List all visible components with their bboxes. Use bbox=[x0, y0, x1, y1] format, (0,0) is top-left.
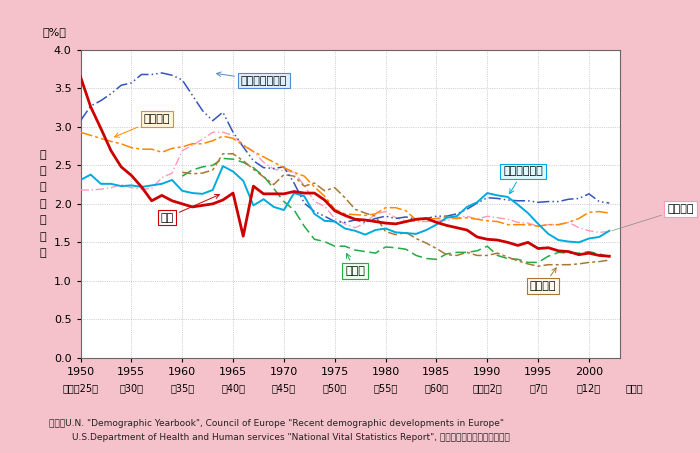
Text: （7）: （7） bbox=[529, 383, 547, 393]
Text: （昭和25）: （昭和25） bbox=[62, 383, 99, 393]
Text: （12）: （12） bbox=[577, 383, 601, 393]
Text: ドイツ: ドイツ bbox=[345, 254, 365, 276]
Y-axis label: 合
計
特
殊
出
生
率: 合 計 特 殊 出 生 率 bbox=[39, 149, 46, 258]
Text: （30）: （30） bbox=[119, 383, 144, 393]
Text: （平成2）: （平成2） bbox=[473, 383, 502, 393]
Text: （40）: （40） bbox=[221, 383, 245, 393]
Text: イギリス: イギリス bbox=[612, 204, 694, 231]
Text: U.S.Department of Health and Human services "National Vital Statistics Report", : U.S.Department of Health and Human servi… bbox=[49, 433, 510, 442]
Text: イタリア: イタリア bbox=[530, 268, 556, 291]
Text: （55）: （55） bbox=[374, 383, 398, 393]
Text: （50）: （50） bbox=[323, 383, 346, 393]
Text: （%）: （%） bbox=[43, 28, 66, 38]
Text: フランス: フランス bbox=[115, 114, 170, 137]
Text: （60）: （60） bbox=[424, 383, 449, 393]
Text: （35）: （35） bbox=[170, 383, 195, 393]
Text: 資料：U.N. "Demographic Yearbook", Council of Europe "Recent demographic developmen: 資料：U.N. "Demographic Yearbook", Council … bbox=[49, 419, 504, 428]
Text: スウェーデン: スウェーデン bbox=[503, 167, 542, 193]
Text: アメリカ合衆国: アメリカ合衆国 bbox=[216, 72, 287, 86]
Text: 日本: 日本 bbox=[160, 194, 219, 223]
Text: （年）: （年） bbox=[625, 383, 643, 393]
Text: （45）: （45） bbox=[272, 383, 296, 393]
